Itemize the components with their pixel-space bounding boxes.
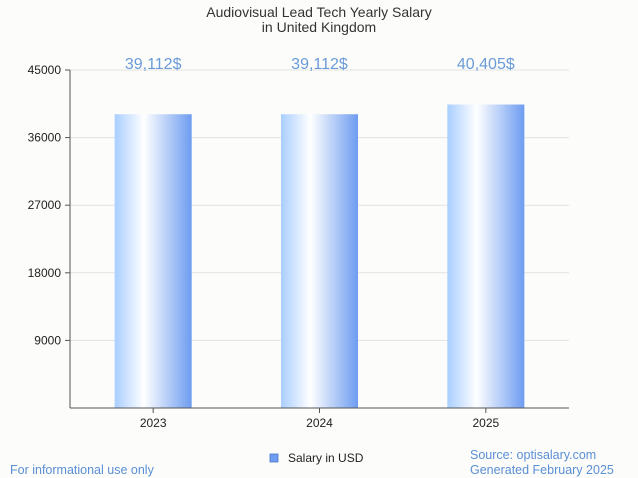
x-tick-label-2024: 2024: [306, 416, 333, 430]
chart-title-line-2: in United Kingdom: [262, 19, 376, 35]
informational-note: For informational use only: [10, 463, 155, 477]
legend: Salary in USD: [269, 451, 364, 465]
bar-2024: [281, 114, 358, 408]
y-tick-label-9000: 9000: [34, 333, 61, 347]
y-tick-label-45000: 45000: [28, 63, 62, 77]
x-axis-ticks: 2023 2024 2025: [140, 408, 500, 430]
value-label-2023: 39,112$: [125, 56, 182, 73]
generated-note: Generated February 2025: [470, 463, 614, 477]
value-label-2024: 39,112$: [291, 56, 348, 73]
x-tick-label-2023: 2023: [140, 416, 167, 430]
y-tick-label-18000: 18000: [28, 266, 62, 280]
value-label-2025: 40,405$: [457, 56, 515, 73]
value-labels: 39,112$ 39,112$ 40,405$: [125, 56, 515, 73]
y-tick-label-27000: 27000: [28, 198, 62, 212]
x-tick-label-2025: 2025: [472, 416, 499, 430]
bars: [114, 104, 525, 409]
legend-swatch: [269, 453, 279, 463]
source-note: Source: optisalary.com: [470, 448, 596, 462]
bar-2025: [447, 104, 525, 409]
chart-title-line-1: Audiovisual Lead Tech Yearly Salary: [206, 4, 431, 20]
y-axis-ticks: 9000 18000 27000 36000 45000: [28, 63, 70, 347]
legend-label: Salary in USD: [288, 451, 364, 465]
y-tick-label-36000: 36000: [28, 131, 62, 145]
bar-2023: [114, 114, 192, 408]
